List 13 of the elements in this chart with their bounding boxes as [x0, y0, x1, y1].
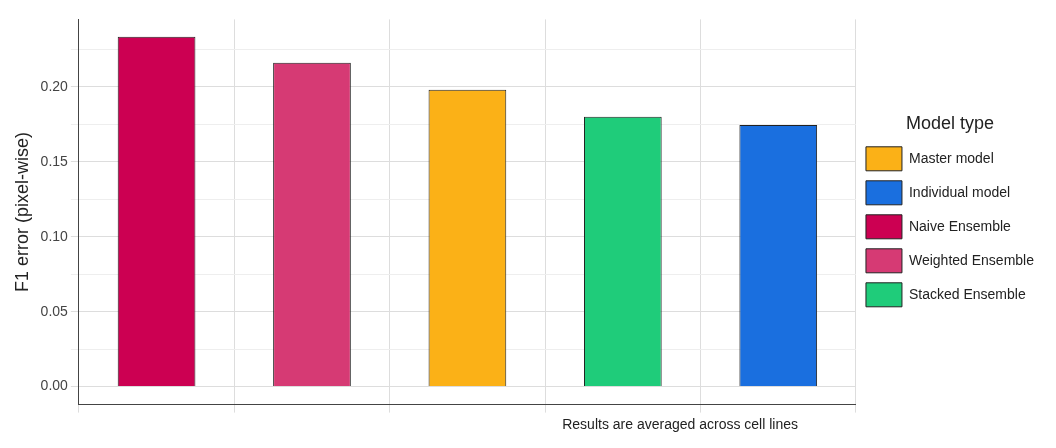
- y-tick-label: 0.15: [40, 152, 69, 169]
- y-tick-label: 0.05: [40, 302, 69, 319]
- legend-title: Model type: [905, 113, 995, 134]
- y-tick-label: 0.00: [40, 377, 69, 394]
- legend-label: Stacked Ensemble: [908, 285, 1026, 302]
- y-tick-label: 0.20: [40, 77, 69, 94]
- y-tick-label: 0.10: [40, 227, 69, 244]
- legend-label: Naive Ensemble: [908, 217, 1012, 234]
- y-axis-title: F1 error (pixel-wise): [11, 131, 32, 293]
- legend-label: Individual model: [908, 183, 1011, 200]
- text: Results are averaged across cell lines: [561, 416, 799, 432]
- legend-label: Weighted Ensemble: [908, 251, 1035, 268]
- legend-label: Master model: [908, 149, 994, 166]
